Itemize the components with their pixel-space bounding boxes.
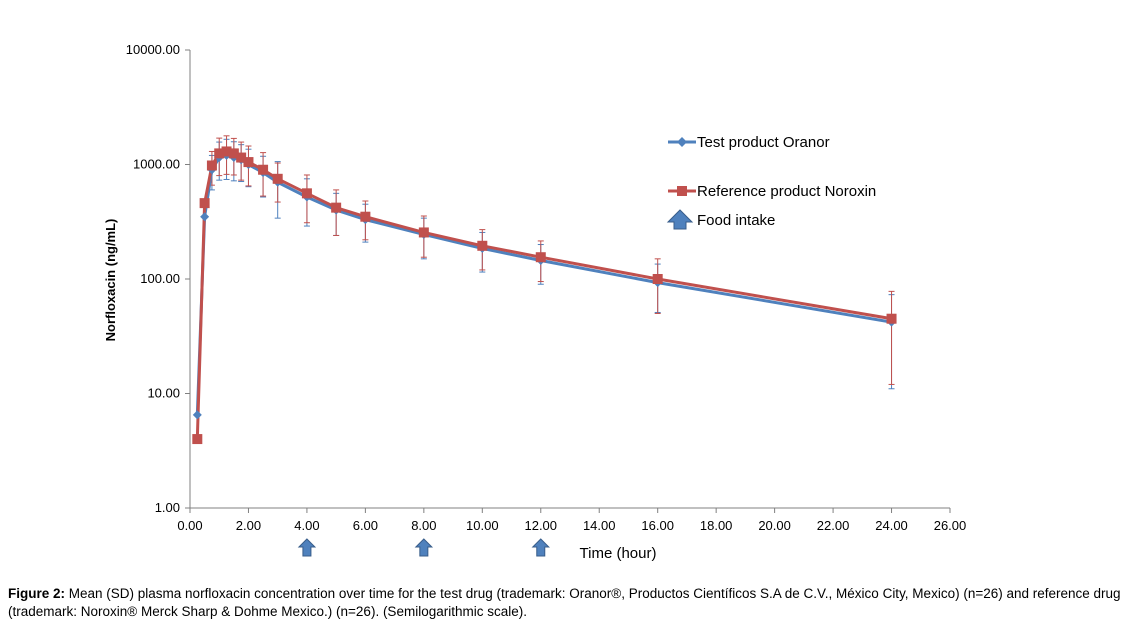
x-tick-label: 14.00 bbox=[583, 518, 616, 533]
food-intake-arrows bbox=[297, 538, 550, 557]
reference-point bbox=[477, 240, 488, 251]
y-tick-label: 10000.00 bbox=[126, 42, 180, 57]
reference-point bbox=[535, 252, 546, 263]
x-tick-label: 8.00 bbox=[411, 518, 436, 533]
x-tick-label: 12.00 bbox=[524, 518, 557, 533]
food-intake-arrow-icon bbox=[297, 538, 317, 557]
x-ticks: 0.00 2.00 4.00 6.00 8.00 10.00 12.00 14.00 16.00… bbox=[177, 508, 966, 533]
x-tick-label: 6.00 bbox=[353, 518, 378, 533]
legend-food-label: Food intake bbox=[697, 212, 775, 229]
x-tick-label: 0.00 bbox=[177, 518, 202, 533]
axes bbox=[189, 50, 950, 509]
reference-point bbox=[886, 313, 897, 324]
x-tick-label: 4.00 bbox=[294, 518, 319, 533]
reference-point bbox=[192, 434, 203, 445]
x-axis-title: Time (hour) bbox=[580, 545, 657, 562]
food-intake-arrow-icon bbox=[531, 538, 550, 557]
food-intake-arrow-icon bbox=[414, 538, 434, 557]
test-point bbox=[200, 212, 210, 222]
y-tick-label: 1.00 bbox=[155, 500, 180, 515]
test-point bbox=[192, 410, 202, 420]
x-tick-label: 10.00 bbox=[466, 518, 499, 533]
caption-text: Mean (SD) plasma norfloxacin concentrati… bbox=[8, 586, 1121, 619]
x-tick-label: 18.00 bbox=[700, 518, 733, 533]
x-tick-label: 26.00 bbox=[934, 518, 967, 533]
reference-point bbox=[331, 202, 342, 213]
y-tick-label: 1000.00 bbox=[133, 157, 180, 172]
reference-point bbox=[221, 146, 232, 157]
legend-item-test: Test product Oranor bbox=[668, 134, 830, 151]
legend-reference-label: Reference product Noroxin bbox=[697, 183, 876, 200]
caption-label: Figure 2: bbox=[8, 586, 66, 601]
x-tick-label: 22.00 bbox=[817, 518, 850, 533]
legend-item-reference: Reference product Noroxin bbox=[668, 183, 876, 200]
reference-point bbox=[206, 160, 217, 171]
reference-point bbox=[214, 148, 225, 159]
y-ticks: 1.00 10.00 100.00 1000.00 10000.00 bbox=[126, 42, 190, 515]
reference-point bbox=[243, 157, 254, 168]
pk-chart: 0.00 2.00 4.00 6.00 8.00 10.00 12.00 14.00 16.00… bbox=[103, 42, 966, 562]
reference-point bbox=[360, 211, 371, 222]
figure-caption: Figure 2: Mean (SD) plasma norfloxacin c… bbox=[8, 585, 1123, 621]
legend-reference-marker bbox=[677, 186, 687, 196]
reference-point bbox=[228, 148, 239, 159]
reference-point bbox=[418, 227, 429, 238]
x-tick-label: 16.00 bbox=[641, 518, 674, 533]
y-tick-label: 10.00 bbox=[147, 386, 180, 401]
legend-test-label: Test product Oranor bbox=[697, 134, 830, 151]
legend-item-food: Food intake bbox=[666, 209, 775, 230]
y-tick-label: 100.00 bbox=[140, 271, 180, 286]
reference-point bbox=[301, 188, 312, 199]
legend-test-marker bbox=[677, 137, 687, 147]
reference-point bbox=[272, 173, 283, 184]
reference-point bbox=[236, 152, 247, 163]
reference-point bbox=[652, 274, 663, 284]
y-axis-title: Norfloxacin (ng/mL) bbox=[103, 219, 118, 342]
legend-food-arrow-icon bbox=[666, 209, 694, 230]
x-tick-label: 24.00 bbox=[875, 518, 908, 533]
reference-point bbox=[258, 164, 269, 175]
x-tick-label: 2.00 bbox=[236, 518, 261, 533]
x-tick-label: 20.00 bbox=[758, 518, 791, 533]
reference-point bbox=[199, 198, 210, 209]
legend: Test product Oranor Reference product No… bbox=[666, 134, 876, 230]
series-markers bbox=[192, 146, 897, 445]
